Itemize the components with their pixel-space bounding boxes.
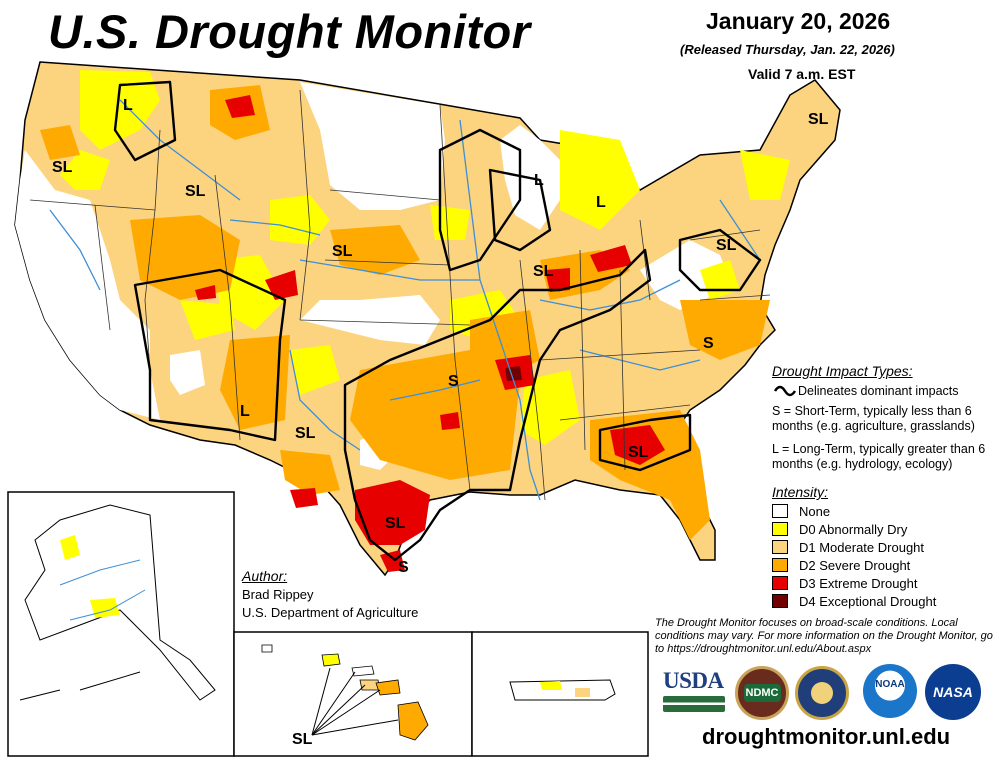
short-term-description: S = Short-Term, typically less than 6 mo… — [772, 404, 975, 433]
legend-row-d0: D0 Abnormally Dry — [772, 520, 907, 538]
usda-logo: USDA — [663, 668, 725, 716]
footnote: The Drought Monitor focuses on broad-sca… — [655, 617, 993, 655]
d3-areas — [195, 95, 665, 572]
label-sl-illinois: SL — [533, 263, 554, 280]
author-label: Author: — [242, 568, 288, 584]
label-l-wisconsin: L — [534, 172, 544, 189]
legend-row-none: None — [772, 502, 830, 520]
alaska-d0-west — [60, 535, 80, 560]
none-area-sw — [170, 350, 205, 395]
label-sl-nebraska: SL — [332, 243, 353, 260]
hawaii-pointer-lines — [311, 667, 399, 736]
puerto-rico-d1 — [575, 688, 590, 697]
none-area-northplains — [300, 82, 445, 210]
map-title: U.S. Drought Monitor — [48, 5, 531, 58]
d0-areas — [60, 70, 790, 445]
legend-row-d4: D4 Exceptional Drought — [772, 592, 936, 610]
label-sl-northwest: SL — [52, 159, 73, 176]
noaa-wordmark: NOAA — [875, 678, 905, 690]
legend-swatch-d3 — [772, 576, 788, 590]
impact-line-sample — [773, 385, 797, 397]
valid-time: Valid 7 a.m. EST — [748, 66, 856, 82]
alaska-d0-south — [90, 598, 120, 618]
usda-waves-icon — [663, 696, 725, 712]
hawaii-islands — [261, 644, 429, 741]
label-sl-georgia: SL — [628, 444, 649, 461]
legend-label-d1: D1 Moderate Drought — [799, 539, 925, 555]
eagle-icon — [811, 682, 833, 704]
label-l-newmexico: L — [240, 403, 250, 420]
impact-boundaries — [113, 80, 762, 562]
nasa-logo: NASA — [925, 664, 981, 720]
legend-label-d2: D2 Severe Drought — [799, 557, 911, 573]
label-l-michigan: L — [596, 194, 606, 211]
long-term-description: L = Long-Term, typically greater than 6 … — [772, 442, 986, 471]
label-sl-texas-south: SL — [385, 515, 406, 532]
none-area-west — [15, 150, 160, 420]
commerce-seal-icon — [795, 666, 849, 720]
intensity-title: Intensity: — [772, 484, 829, 500]
legend-swatch-d4 — [772, 594, 788, 608]
label-sl-hawaii: SL — [292, 731, 313, 748]
noaa-logo: NOAA — [863, 664, 917, 718]
legend-swatch-d0 — [772, 522, 788, 536]
legend-row-d2: D2 Severe Drought — [772, 556, 910, 574]
label-s-carolina: S — [703, 335, 714, 352]
label-sl-texas-west: SL — [295, 425, 316, 442]
ndmc-wordmark: NDMC — [743, 684, 781, 702]
legend-label-none: None — [799, 503, 831, 519]
none-area-kansas — [300, 295, 440, 345]
release-date: (Released Thursday, Jan. 22, 2026) — [680, 42, 895, 57]
state-borders — [29, 89, 771, 501]
map-date: January 20, 2026 — [706, 8, 891, 34]
rivers — [49, 99, 761, 501]
legend-label-d4: D4 Exceptional Drought — [799, 593, 937, 609]
legend-swatch-d2 — [772, 558, 788, 572]
aleutians — [19, 671, 141, 701]
author-organization: U.S. Department of Agriculture — [242, 605, 419, 620]
legend-row-d1: D1 Moderate Drought — [772, 538, 924, 556]
label-l-idaho: L — [123, 97, 133, 114]
puerto-rico-shape — [509, 679, 616, 701]
usda-wordmark: USDA — [663, 668, 724, 693]
label-sl-maine: SL — [808, 111, 829, 128]
legend-label-d3: D3 Extreme Drought — [799, 575, 918, 591]
legend-label-d0: D0 Abnormally Dry — [799, 521, 908, 537]
legend-row-d3: D3 Extreme Drought — [772, 574, 918, 592]
impact-labels: SL L SL SL L SL SL S S SL L L SL SL S SL — [52, 97, 829, 576]
label-sl-pennsylvania: SL — [716, 237, 737, 254]
nasa-wordmark: NASA — [933, 684, 973, 700]
label-s-arkansas: S — [448, 373, 459, 390]
legend-swatch-none — [772, 504, 788, 518]
website-link[interactable]: droughtmonitor.unl.edu — [702, 724, 951, 749]
impact-types-title: Drought Impact Types: — [772, 363, 913, 379]
puerto-rico-d0 — [540, 681, 562, 690]
legend-swatch-d1 — [772, 540, 788, 554]
author-name: Brad Rippey — [242, 587, 314, 602]
label-sl-wyoming: SL — [185, 183, 206, 200]
impact-delineates-text: Delineates dominant impacts — [798, 384, 959, 398]
label-s-texas-coast: S — [398, 559, 409, 576]
ndmc-logo: NDMC — [735, 666, 789, 720]
